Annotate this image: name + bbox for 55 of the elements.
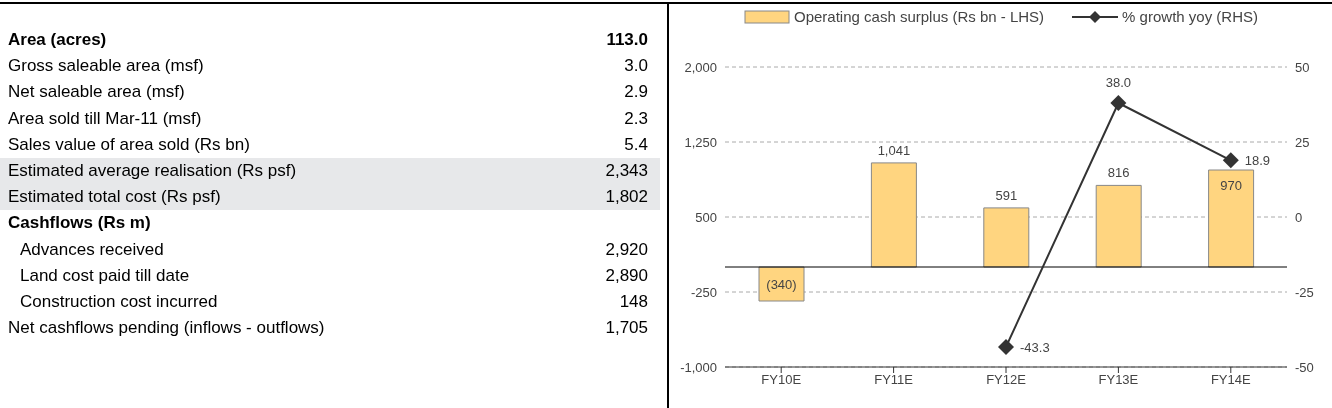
text: 2,920 [605,239,648,259]
category-label: Net cashflows pending (inflows - outflows) [8,317,325,340]
category-label: Construction cost incurred [20,290,218,313]
text: 1,705 [605,318,648,338]
point [1222,152,1239,169]
point [1110,95,1127,111]
y-tick-label: 500 [695,209,717,225]
legend-label: Operating cash surplus (Rs bn - LHS) [794,8,1045,25]
bar [983,207,1030,268]
x-tick-label: FY14E [1210,372,1251,388]
y-tick-label: -250 [690,284,717,300]
bar [1208,169,1255,268]
x-tick-label: FY12E [986,372,1027,388]
text: 5.4 [624,134,648,154]
y-tick-label: -1,000 [680,359,717,375]
y2-tick-label: 50 [1295,59,1310,75]
x-tick-label: FY10E [761,372,802,388]
data-label: 38.0 [1105,75,1132,90]
category-label: Advances received [20,238,164,261]
text: 3.0 [624,56,648,76]
category-label: Estimated average realisation (Rs psf) [8,159,297,182]
y2-tick-label: -50 [1295,359,1314,375]
data-label: 970 [1220,178,1242,193]
data-label: (340) [766,277,797,292]
x-tick-label: FY11E [874,372,914,388]
text: 148 [619,291,648,311]
data-label: 816 [1107,165,1130,181]
category-label: Sales value of area sold (Rs bn) [8,133,250,156]
y2-tick-label: 0 [1295,209,1303,225]
y2-tick-label: 25 [1295,134,1310,150]
y-tick-label: 1,250 [684,134,717,150]
data-label: 18.9 [1244,153,1271,169]
data-label: 591 [995,187,1018,203]
y-tick-label: 2,000 [684,59,717,75]
text: 113.0 [606,30,648,49]
data-label: -43.3 [1020,339,1050,355]
text: 2,890 [605,265,648,285]
legend-label: % growth yoy (RHS) [1122,8,1258,25]
text: 1,802 [605,187,648,207]
x-tick-label: FY13E [1098,372,1139,388]
text: 2.3 [624,108,648,128]
category-label: Land cost paid till date [20,264,190,287]
point [998,338,1014,355]
category-label: Net saleable area (msf) [8,81,185,104]
category-label: Cashflows (Rs m) [8,212,151,235]
bar [870,162,917,268]
data-label: 1,041 [877,142,911,158]
category-label: Gross saleable area (msf) [8,55,204,78]
text: 2.9 [624,82,648,102]
text: 2,343 [605,160,648,180]
category-label: Area sold till Mar-11 (msf) [8,107,202,130]
bar [1095,184,1142,268]
category-label: Estimated total cost (Rs psf) [8,186,221,209]
y2-tick-label: -25 [1295,284,1314,300]
category-label: Area (acres) [8,29,107,51]
